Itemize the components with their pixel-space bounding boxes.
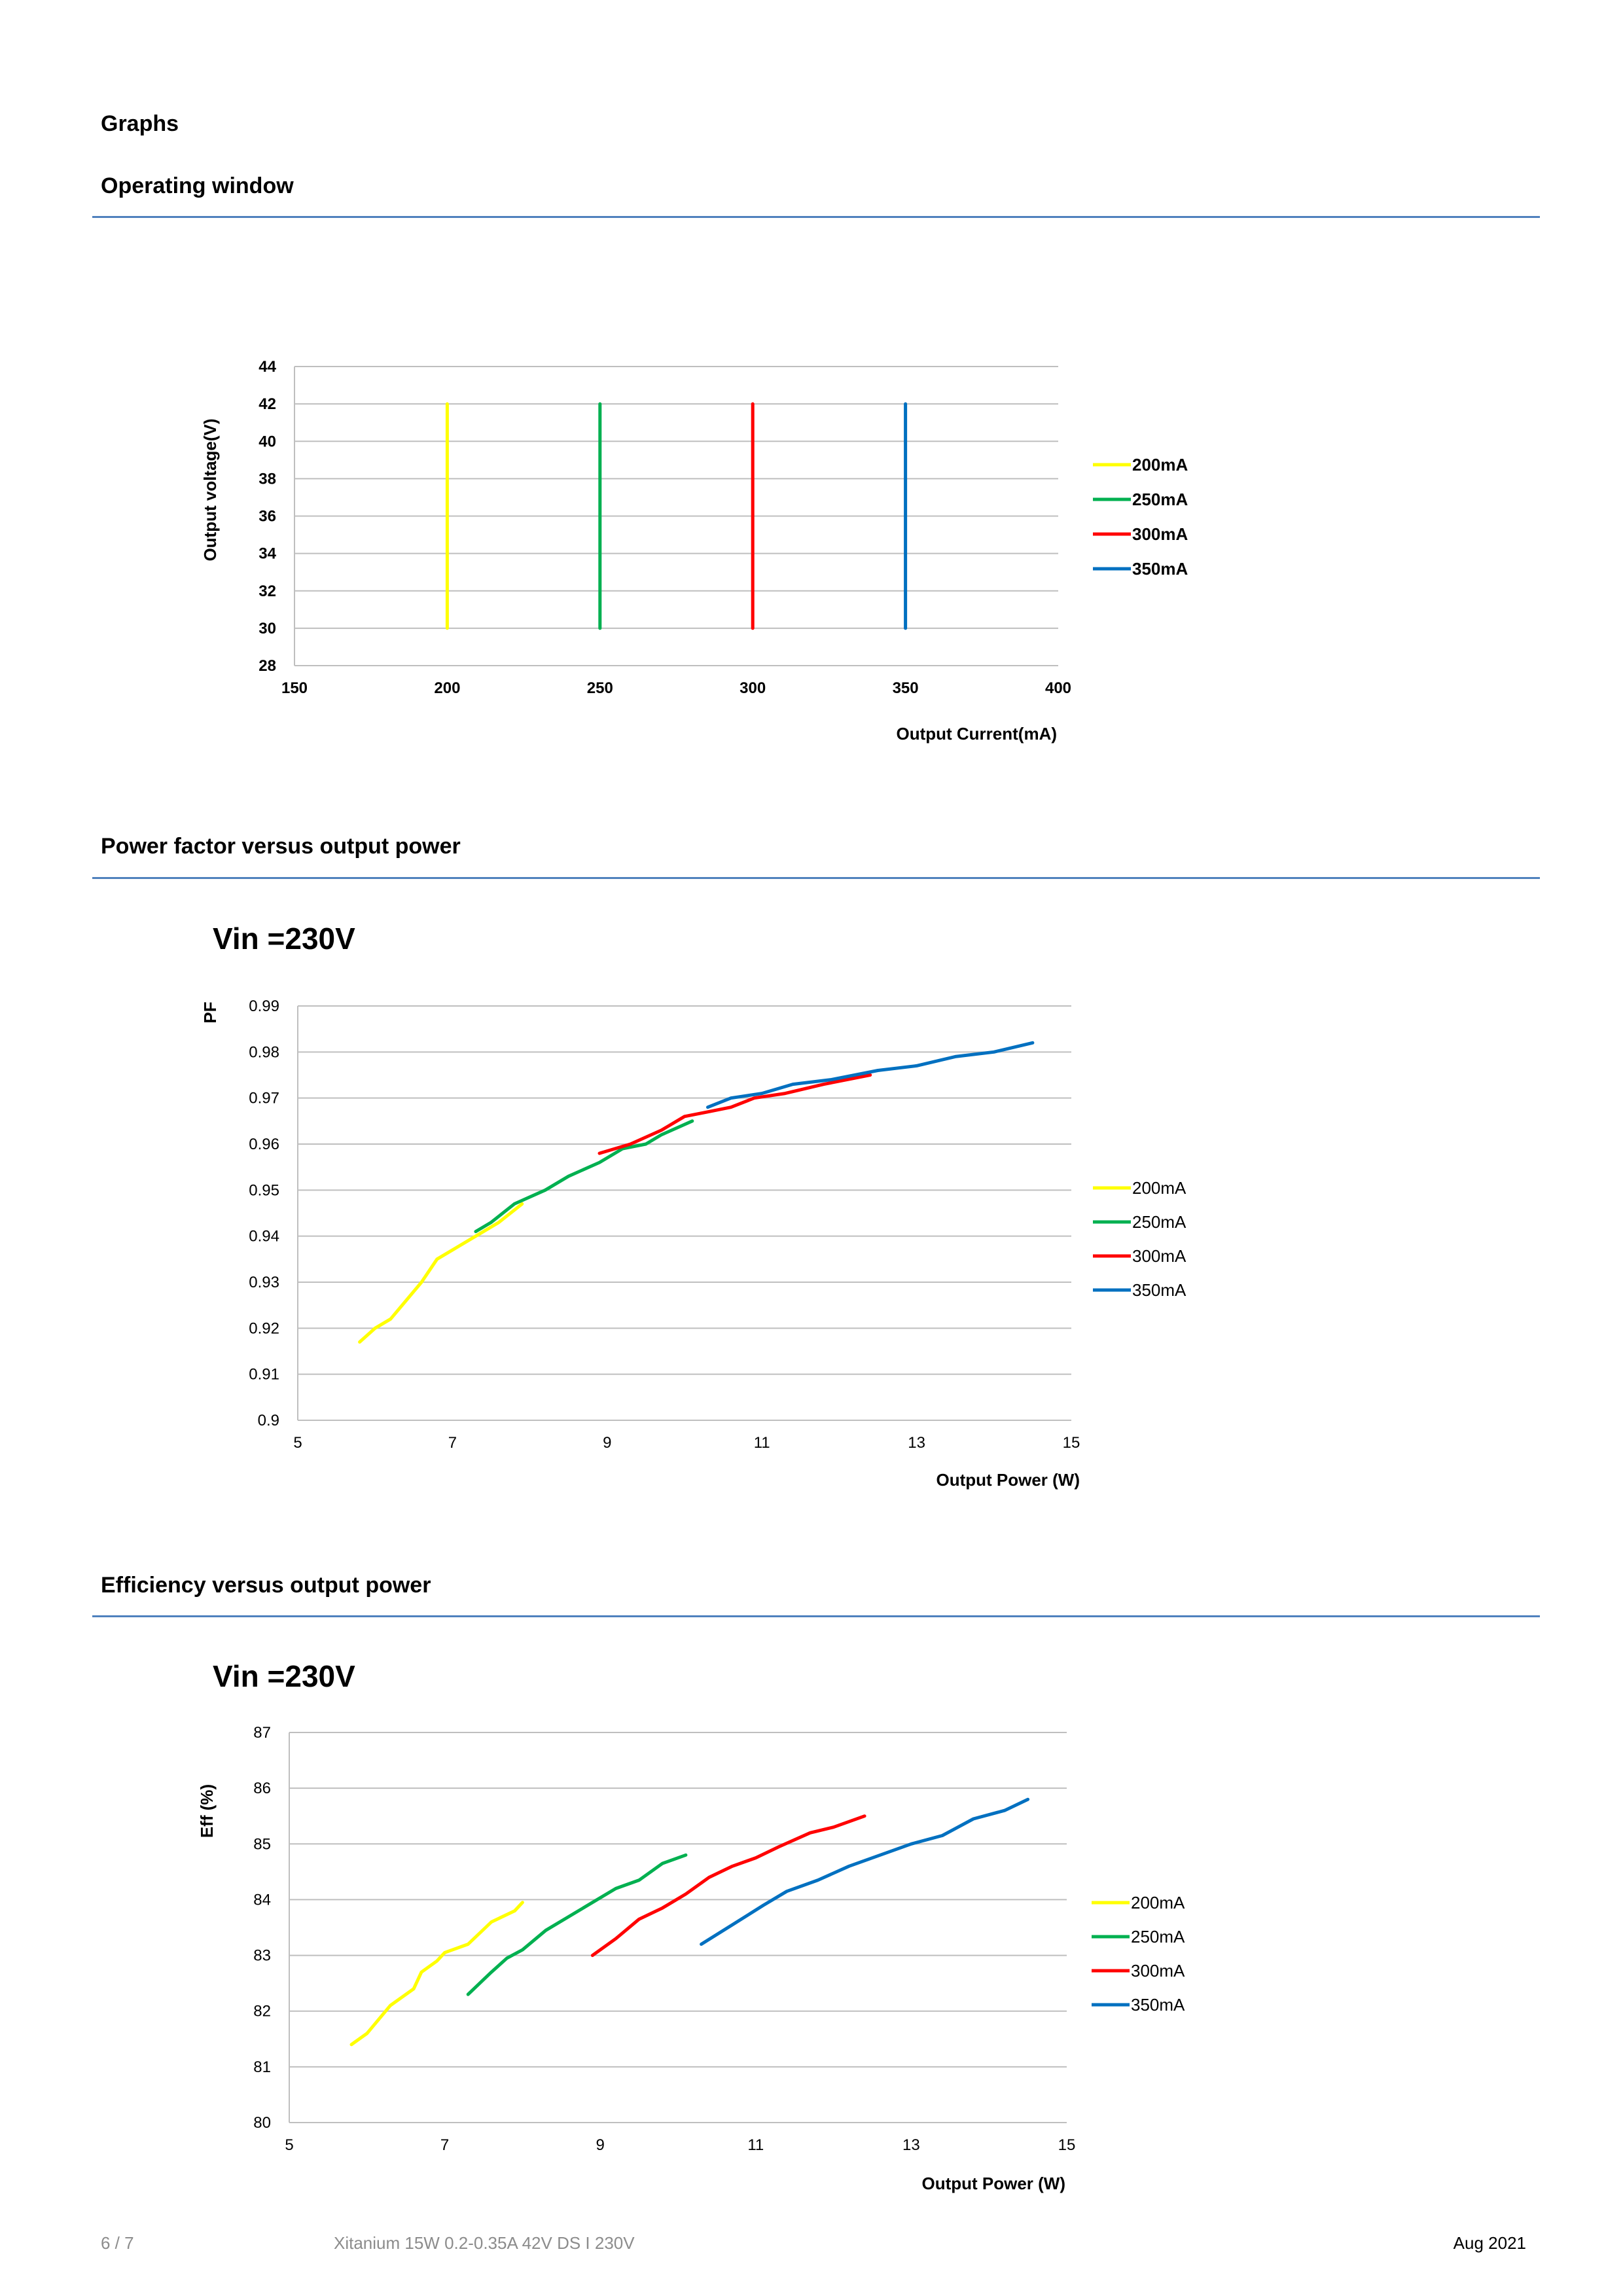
x-tick-label: 9 — [596, 2136, 605, 2154]
page-section-title: Graphs — [101, 111, 179, 136]
legend-label-300mA: 300mA — [1132, 524, 1188, 544]
y-tick-label: 44 — [259, 358, 276, 376]
y-tick-label: 32 — [259, 583, 276, 600]
series-line-250mA — [474, 1119, 694, 1234]
y-tick-label: 0.97 — [249, 1090, 279, 1107]
footer-document-title: Xitanium 15W 0.2-0.35A 42V DS I 230V — [334, 2233, 635, 2253]
series-line-200mA — [349, 1901, 524, 2047]
x-tick-label: 11 — [747, 2136, 764, 2154]
y-tick-label: 0.93 — [249, 1274, 279, 1291]
y-tick-label: 0.98 — [249, 1043, 279, 1061]
x-tick-label: 13 — [908, 1434, 925, 1452]
legend-label-350mA: 350mA — [1132, 559, 1188, 579]
legend-label-250mA: 250mA — [1132, 490, 1188, 509]
operating-window-chart: 28 30 32 34 36 38 40 42 44 150 200 250 300 350 400 Outp… — [200, 358, 1188, 744]
y-tick-label: 30 — [259, 620, 276, 637]
x-tick-label: 5 — [285, 2136, 293, 2154]
x-tick-label: 7 — [440, 2136, 449, 2154]
y-tick-label: 38 — [259, 470, 276, 488]
y-tick-label: 0.9 — [258, 1412, 279, 1429]
footer-date: Aug 2021 — [1453, 2233, 1526, 2253]
x-axis-label: Output Power (W) — [936, 1470, 1080, 1490]
x-tick-label: 11 — [754, 1434, 770, 1452]
operating-window-heading: Operating window — [101, 173, 294, 198]
power-factor-chart: Vin =230V 0.9 0.91 0.92 0.93 0.94 0.95 0.96 0.97… — [200, 922, 1186, 1490]
legend-label-300mA: 300mA — [1131, 1961, 1185, 1981]
x-tick-label: 400 — [1045, 679, 1071, 697]
y-tick-label: 0.96 — [249, 1136, 279, 1153]
series-line-300mA — [590, 1814, 866, 1958]
y-axis-label: Eff (%) — [197, 1784, 217, 1838]
series-line-350mA — [706, 1041, 1035, 1109]
series-line-300mA — [597, 1073, 872, 1155]
y-tick-label: 86 — [253, 1780, 271, 1797]
y-tick-label: 85 — [253, 1835, 271, 1853]
y-tick-label: 40 — [259, 433, 276, 450]
y-tick-label: 84 — [253, 1891, 271, 1909]
efficiency-heading: Efficiency versus output power — [101, 1573, 431, 1598]
footer-page-number: 6 / 7 — [101, 2233, 134, 2253]
legend-label-250mA: 250mA — [1131, 1927, 1185, 1946]
legend-label-200mA: 200mA — [1132, 455, 1188, 475]
y-axis-label: PF — [200, 1001, 220, 1023]
y-tick-label: 34 — [259, 545, 276, 563]
series-line-350mA — [700, 1797, 1030, 1946]
legend-label-350mA: 350mA — [1131, 1995, 1185, 2015]
efficiency-chart: Vin =230V 80 81 82 83 84 85 86 87 5 7 9 11 13 15 Output… — [197, 1659, 1185, 2193]
x-tick-label: 7 — [448, 1434, 457, 1452]
x-tick-label: 9 — [603, 1434, 611, 1452]
series-line-250mA — [466, 1853, 688, 1996]
x-axis-label: Output Current(mA) — [896, 724, 1057, 744]
x-tick-label: 250 — [587, 679, 613, 697]
x-axis-label: Output Power (W) — [921, 2174, 1065, 2193]
y-tick-label: 81 — [253, 2058, 271, 2076]
section-divider — [92, 877, 1540, 879]
y-tick-label: 0.92 — [249, 1319, 279, 1337]
chart-title: Vin =230V — [213, 1659, 355, 1693]
y-tick-label: 42 — [259, 395, 276, 413]
legend-label-200mA: 200mA — [1132, 1178, 1186, 1198]
y-tick-label: 36 — [259, 508, 276, 526]
y-tick-label: 0.95 — [249, 1181, 279, 1199]
x-tick-label: 200 — [434, 679, 460, 697]
legend-label-300mA: 300mA — [1132, 1246, 1186, 1266]
section-divider — [92, 1615, 1540, 1617]
legend-label-250mA: 250mA — [1132, 1212, 1186, 1232]
x-tick-label: 5 — [293, 1434, 302, 1452]
y-tick-label: 0.94 — [249, 1228, 279, 1246]
y-tick-label: 28 — [259, 657, 276, 675]
y-axis-label: Output voltage(V) — [200, 418, 220, 561]
legend-label-200mA: 200mA — [1131, 1893, 1185, 1912]
y-tick-label: 80 — [253, 2114, 271, 2132]
series-line-200mA — [358, 1202, 524, 1344]
x-tick-label: 13 — [902, 2136, 920, 2154]
y-tick-label: 82 — [253, 2003, 271, 2020]
y-tick-label: 0.91 — [249, 1366, 279, 1384]
legend-label-350mA: 350mA — [1132, 1280, 1186, 1300]
power-factor-heading: Power factor versus output power — [101, 834, 461, 859]
y-tick-label: 87 — [253, 1724, 271, 1742]
x-tick-label: 15 — [1058, 2136, 1076, 2154]
x-tick-label: 15 — [1063, 1434, 1080, 1452]
y-tick-label: 0.99 — [249, 997, 279, 1015]
y-tick-label: 83 — [253, 1947, 271, 1965]
chart-title: Vin =230V — [213, 922, 355, 956]
x-tick-label: 300 — [740, 679, 766, 697]
section-divider — [92, 216, 1540, 218]
x-tick-label: 350 — [893, 679, 919, 697]
x-tick-label: 150 — [281, 679, 308, 697]
